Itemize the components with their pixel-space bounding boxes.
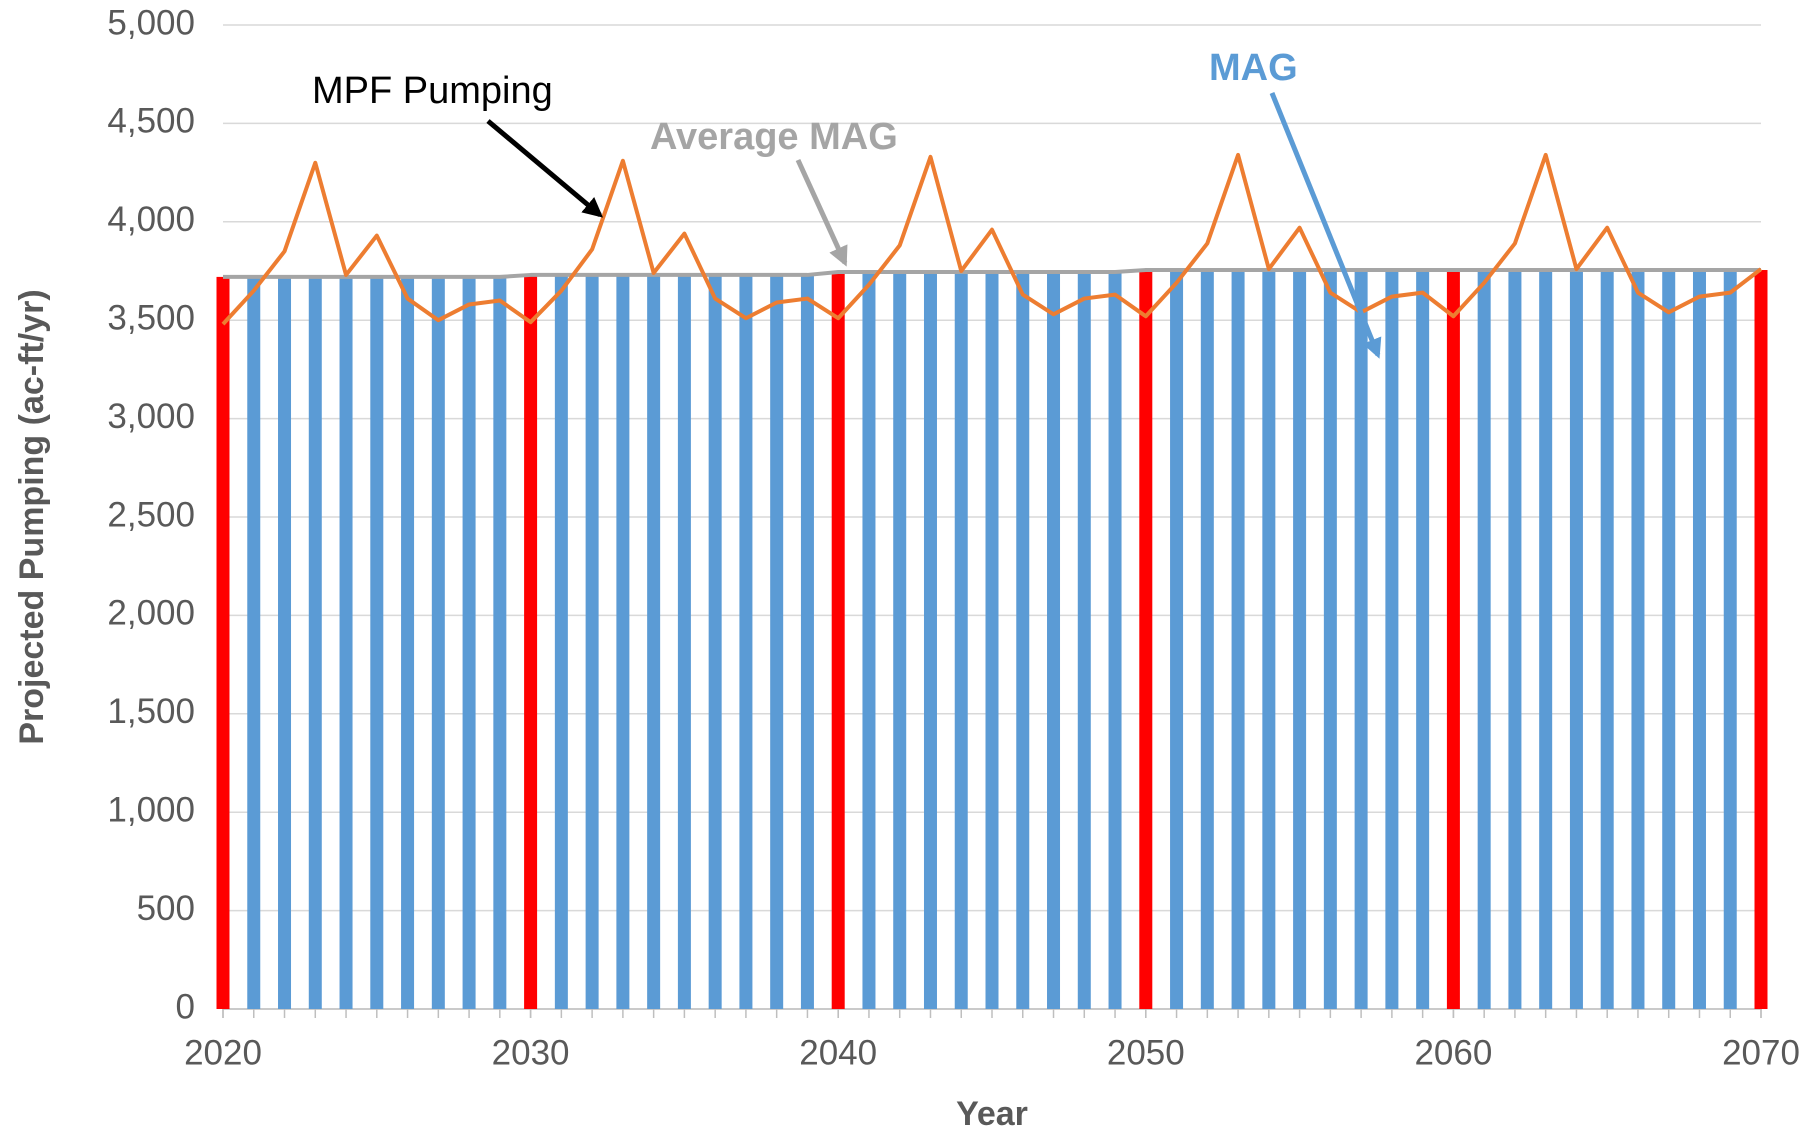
bar <box>1293 270 1307 1009</box>
bar <box>1692 270 1706 1009</box>
bar <box>770 274 784 1009</box>
annotation: MPF Pumping <box>312 70 553 112</box>
bar <box>370 276 384 1009</box>
bar <box>1477 270 1491 1009</box>
bar <box>1262 270 1276 1009</box>
bar <box>1200 270 1214 1009</box>
bar <box>1354 270 1368 1009</box>
bar <box>1416 270 1430 1009</box>
annotation-arrow <box>795 158 848 267</box>
bar <box>1600 270 1614 1009</box>
y-tick-label: 1,000 <box>107 790 195 829</box>
bar <box>616 274 630 1009</box>
annotation: Average MAG <box>650 116 898 158</box>
y-tick-label: 4,500 <box>107 102 195 141</box>
bar <box>1170 270 1184 1009</box>
x-tick-label: 2070 <box>1722 1033 1800 1072</box>
x-tick-label: 2050 <box>1107 1033 1185 1072</box>
bar <box>1016 271 1030 1009</box>
bar <box>278 276 292 1009</box>
bar <box>247 276 261 1009</box>
bar <box>462 276 476 1009</box>
bar <box>216 276 230 1009</box>
bar <box>1723 270 1737 1009</box>
bar <box>1446 270 1460 1009</box>
bar <box>831 271 845 1009</box>
line <box>221 152 1763 326</box>
y-tick-label: 2,500 <box>107 495 195 534</box>
bar <box>308 276 322 1009</box>
bar <box>954 271 968 1009</box>
x-tick-label: 2060 <box>1414 1033 1492 1072</box>
bar <box>1231 270 1245 1009</box>
bar <box>1631 270 1645 1009</box>
bar <box>1508 270 1522 1009</box>
bar <box>524 274 538 1009</box>
bar <box>647 274 661 1009</box>
bar <box>1662 270 1676 1009</box>
x-axis-title: Year <box>956 1095 1028 1131</box>
bar <box>739 274 753 1009</box>
y-tick-label: 500 <box>137 889 195 928</box>
y-tick-label: 3,500 <box>107 298 195 337</box>
bar <box>431 276 445 1009</box>
bar <box>1047 271 1061 1009</box>
x-tick-label: 2040 <box>799 1033 877 1072</box>
bar <box>1077 271 1091 1009</box>
bar <box>1108 271 1122 1009</box>
bar <box>1569 270 1583 1009</box>
bar <box>1139 270 1153 1009</box>
bar <box>862 271 876 1009</box>
x-tick-label: 2020 <box>184 1033 262 1072</box>
annotation-arrow <box>1269 92 1382 359</box>
bar <box>800 274 814 1009</box>
x-tick-label: 2030 <box>492 1033 570 1072</box>
bar <box>985 271 999 1009</box>
bar <box>339 276 353 1009</box>
bar <box>401 276 415 1009</box>
y-tick-label: 5,000 <box>107 3 195 42</box>
bar <box>677 274 691 1009</box>
bar <box>923 271 937 1009</box>
y-tick-label: 3,000 <box>107 397 195 436</box>
annotation: MAG <box>1209 47 1298 89</box>
y-tick-label: 0 <box>176 987 195 1026</box>
y-tick-label: 1,500 <box>107 692 195 731</box>
annotation-arrow <box>486 119 604 218</box>
bar <box>708 274 722 1009</box>
bar <box>893 271 907 1009</box>
bar <box>1754 270 1768 1009</box>
y-tick-label: 2,000 <box>107 594 195 633</box>
bar <box>585 274 599 1009</box>
bar <box>493 276 507 1009</box>
bar <box>1385 270 1399 1009</box>
bar <box>1539 270 1553 1009</box>
bar <box>1323 270 1337 1009</box>
line <box>223 268 1761 279</box>
y-axis-title: Projected Pumping (ac-ft/yr) <box>13 289 51 744</box>
bar <box>554 274 568 1009</box>
y-tick-label: 4,000 <box>107 200 195 239</box>
